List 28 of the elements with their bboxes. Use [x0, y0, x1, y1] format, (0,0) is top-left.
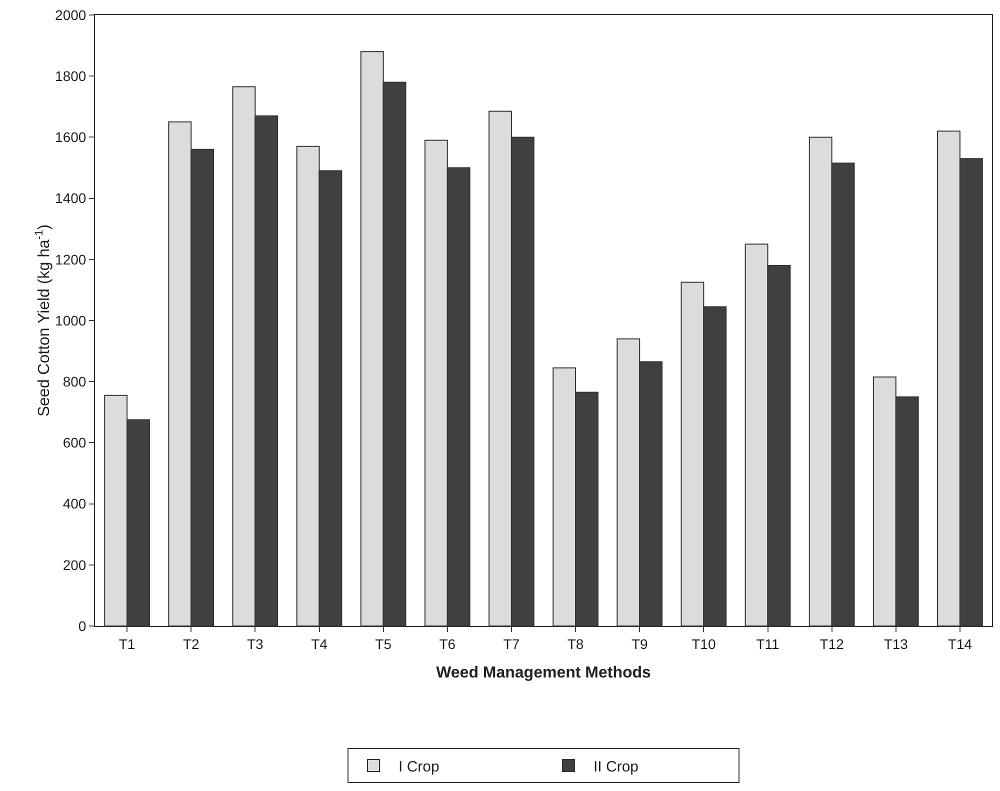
legend-label: II Crop: [594, 758, 639, 776]
x-axis-title: Weed Management Methods: [436, 664, 652, 682]
y-tick-label: 2000: [55, 6, 86, 23]
y-tick-label: 1200: [55, 251, 86, 268]
y-tick-label: 0: [78, 618, 86, 634]
y-tick-label: 400: [62, 496, 86, 512]
x-tick-label: T6: [439, 636, 456, 652]
x-tick-label: T14: [948, 636, 972, 652]
y-tick-label: 600: [62, 434, 86, 451]
x-tick-label: T2: [182, 636, 200, 652]
x-tick-label: T11: [756, 636, 780, 652]
x-tick-label: T4: [311, 636, 328, 652]
x-tick-label: T5: [375, 636, 392, 652]
legend-label: I Crop: [398, 758, 440, 776]
x-tick-label: T1: [118, 636, 136, 652]
x-tick-label: T13: [884, 636, 908, 652]
x-tick-label: T8: [567, 636, 584, 652]
y-tick-label: 800: [62, 374, 86, 390]
x-tick-label: T3: [247, 636, 264, 652]
y-tick-label: 1800: [55, 68, 86, 84]
y-tick-label: 200: [62, 556, 86, 573]
x-tick-label: T10: [692, 636, 716, 652]
y-tick-label: 1400: [55, 190, 86, 206]
x-tick-label: T12: [820, 636, 844, 652]
x-tick-label: T9: [631, 636, 648, 652]
y-tick-label: 1000: [55, 312, 86, 328]
y-tick-label: 1600: [55, 129, 86, 146]
x-tick-label: T7: [503, 636, 520, 652]
